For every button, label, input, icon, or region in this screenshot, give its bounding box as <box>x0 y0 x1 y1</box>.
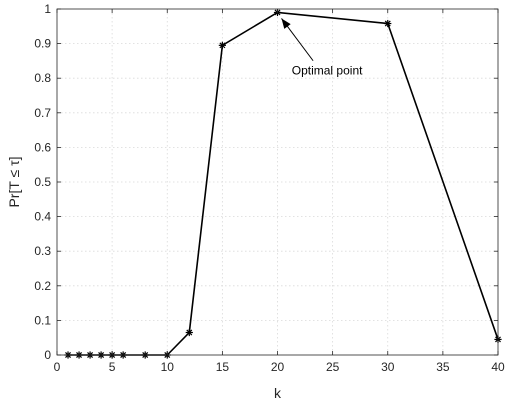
y-tick-label-6: 0.6 <box>34 140 51 154</box>
y-tick-label-7: 0.7 <box>34 106 51 120</box>
grid <box>57 9 498 355</box>
x-tick-label-1: 5 <box>109 360 116 374</box>
x-tick-label-0: 0 <box>54 360 61 374</box>
y-tick-label-1: 0.1 <box>34 313 51 327</box>
x-tick-label-4: 20 <box>271 360 285 374</box>
y-tick-label-0: 0 <box>44 348 51 362</box>
data-point <box>218 41 226 49</box>
x-axis-label: k <box>274 385 282 401</box>
series-line-0 <box>68 11 499 356</box>
x-tick-label-8: 40 <box>491 360 505 374</box>
x-tick-label-5: 25 <box>326 360 340 374</box>
y-tick-label-9: 0.9 <box>34 37 51 51</box>
x-tick-label-2: 10 <box>161 360 175 374</box>
y-tick-label-3: 0.3 <box>34 244 51 258</box>
x-tick-label-3: 15 <box>216 360 230 374</box>
series-layer <box>64 8 502 359</box>
y-tick-label-5: 0.5 <box>34 175 51 189</box>
y-tick-label-2: 0.2 <box>34 279 51 293</box>
axis-ticks: 0 5 10 15 20 25 30 35 40 0 0.1 0.2 0.3 0.4 0.5 0.6 0.7 0.… <box>34 2 505 374</box>
x-tick-label-7: 35 <box>436 360 450 374</box>
annotations: Optimal point <box>281 18 363 78</box>
data-point <box>185 328 193 337</box>
y-tick-label-4: 0.4 <box>34 210 51 224</box>
y-axis-label: Pr[T ≤ τ] <box>6 156 22 207</box>
y-tick-label-8: 0.8 <box>34 71 51 85</box>
data-point <box>384 19 392 28</box>
annotation-arrow-head <box>281 18 291 29</box>
annotation-text: Optimal point <box>292 64 363 78</box>
x-tick-label-6: 30 <box>381 360 395 374</box>
y-tick-label-10: 1 <box>44 2 51 16</box>
